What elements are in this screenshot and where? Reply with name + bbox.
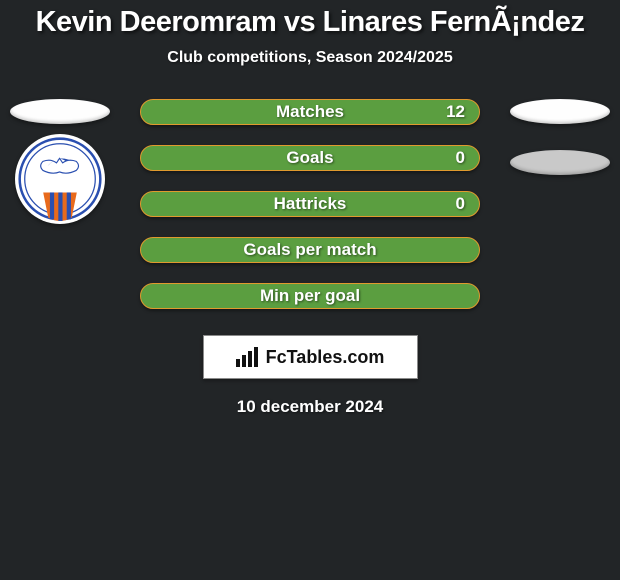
stat-bar-label: Goals bbox=[286, 148, 333, 168]
stat-bar-value: 0 bbox=[456, 148, 465, 168]
stat-bar-label: Matches bbox=[276, 102, 344, 122]
comparison-area: Matches 12 Goals 0 Hattricks 0 Goals per match… bbox=[0, 99, 620, 309]
stat-bar: Hattricks 0 bbox=[140, 191, 480, 217]
brand-box: FcTables.com bbox=[203, 335, 418, 379]
player-left-ellipse bbox=[10, 99, 110, 124]
stat-bar: Matches 12 bbox=[140, 99, 480, 125]
subtitle: Club competitions, Season 2024/2025 bbox=[0, 49, 620, 67]
stat-bar-value: 0 bbox=[456, 194, 465, 214]
page-title: Kevin Deeromram vs Linares FernÃ¡ndez bbox=[0, 0, 620, 39]
player-right-ellipse-1 bbox=[510, 99, 610, 124]
club-badge-svg bbox=[18, 137, 102, 221]
brand-text: FcTables.com bbox=[266, 347, 385, 368]
brand-icon bbox=[236, 347, 260, 367]
player-right-ellipse-2 bbox=[510, 150, 610, 175]
stat-bar-label: Hattricks bbox=[274, 194, 347, 214]
player-left-col bbox=[10, 99, 110, 224]
stat-bar-label: Min per goal bbox=[260, 286, 360, 306]
player-right-col bbox=[510, 99, 610, 175]
stat-bar-label: Goals per match bbox=[243, 240, 376, 260]
stat-bar-value: 12 bbox=[446, 102, 465, 122]
date-text: 10 december 2024 bbox=[0, 397, 620, 417]
stat-bar: Goals per match bbox=[140, 237, 480, 263]
stat-bar: Min per goal bbox=[140, 283, 480, 309]
stat-bars: Matches 12 Goals 0 Hattricks 0 Goals per match… bbox=[140, 99, 480, 309]
club-badge bbox=[15, 134, 105, 224]
stat-bar: Goals 0 bbox=[140, 145, 480, 171]
